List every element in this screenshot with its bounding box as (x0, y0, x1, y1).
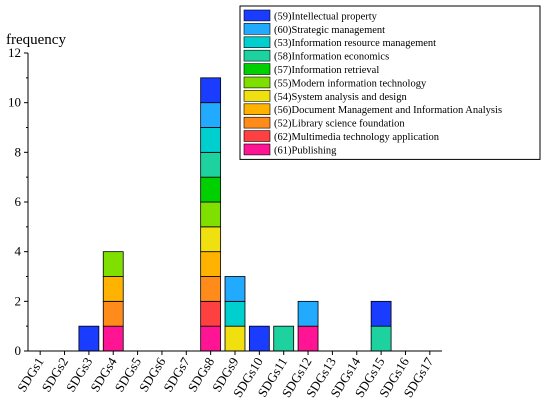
legend-swatch (243, 90, 271, 102)
bar-segment-SDGs9-series-4 (224, 325, 246, 352)
y-tick-label: 0 (15, 343, 22, 358)
legend-swatch (243, 130, 271, 142)
legend-swatch (243, 103, 271, 116)
bar-segment-SDGs4-series-2 (102, 300, 124, 327)
legend-swatch (243, 36, 271, 48)
bar-segment-SDGs9-series-8 (224, 300, 246, 327)
legend-swatch (243, 143, 271, 156)
x-ticks: SDGs1SDGs2SDGs3SDGs4SDGs5SDGs6SDGs7SDGs8… (14, 351, 437, 400)
bar-segment-SDGs8-series-10 (200, 77, 222, 104)
bar-segment-SDGs4-series-3 (102, 276, 124, 302)
bar-segment-SDGs15-series-7 (370, 325, 392, 352)
y-ticks: 0 2 4 6 8 10 12 (8, 45, 28, 358)
bar-segment-SDGs8-series-8 (200, 127, 222, 153)
bar-segment-SDGs3-series-10 (78, 325, 100, 352)
y-tick-label: 10 (8, 95, 21, 110)
y-tick-label: 6 (15, 194, 22, 209)
bar-segment-SDGs4-series-0 (102, 325, 124, 352)
legend: (59)Intellectual property (60)Strategic m… (239, 5, 541, 160)
legend-entry: (53)Information resource management (274, 38, 436, 49)
bar-segment-SDGs8-series-3 (200, 251, 222, 277)
legend-swatch (243, 63, 271, 75)
bar-segment-SDGs8-series-9 (200, 102, 222, 128)
legend-entry: (55)Modern information technology (274, 78, 427, 89)
legend-entry: (56)Document Management and Information … (274, 105, 502, 116)
y-tick-label: 2 (15, 293, 22, 308)
bar-segment-SDGs12-series-9 (297, 300, 319, 327)
y-tick-label: 12 (8, 45, 21, 60)
bar-segment-SDGs10-series-10 (248, 325, 270, 352)
y-axis-label: frequency (6, 32, 66, 48)
bar-segment-SDGs8-series-4 (200, 226, 222, 253)
legend-swatch (243, 9, 271, 22)
legend-box (239, 5, 541, 160)
y-tick-label: 8 (15, 144, 22, 159)
legend-entry: (57)Information retrieval (274, 65, 379, 76)
bar-segment-SDGs9-series-9 (224, 276, 246, 302)
legend-entry: (62)Multimedia technology application (274, 132, 440, 143)
bar-segment-SDGs8-series-6 (200, 176, 222, 203)
bar-segment-SDGs8-series-1 (200, 300, 222, 327)
bars (78, 77, 392, 352)
bar-segment-SDGs4-series-5 (102, 251, 124, 277)
bar-segment-SDGs15-series-10 (370, 300, 392, 327)
legend-entry: (60)Strategic management (274, 25, 385, 36)
legend-entry: (59)Intellectual property (274, 11, 378, 22)
legend-entry: (58)Information economics (274, 52, 389, 63)
legend-swatch (243, 116, 271, 129)
legend-swatch (243, 76, 271, 89)
bar-segment-SDGs8-series-0 (200, 325, 222, 352)
legend-swatch (243, 49, 271, 62)
bar-segment-SDGs8-series-2 (200, 276, 222, 302)
legend-entry: (61)Publishing (274, 145, 337, 156)
bar-segment-SDGs11-series-7 (273, 325, 295, 352)
bar-segment-SDGs8-series-5 (200, 201, 222, 228)
legend-entry: (54)System analysis and design (274, 92, 407, 103)
legend-entry: (52)Library science foundation (274, 119, 405, 130)
legend-swatch (243, 23, 271, 35)
bar-segment-SDGs12-series-0 (297, 325, 319, 352)
y-tick-label: 4 (15, 244, 22, 259)
bar-segment-SDGs8-series-7 (200, 151, 222, 178)
